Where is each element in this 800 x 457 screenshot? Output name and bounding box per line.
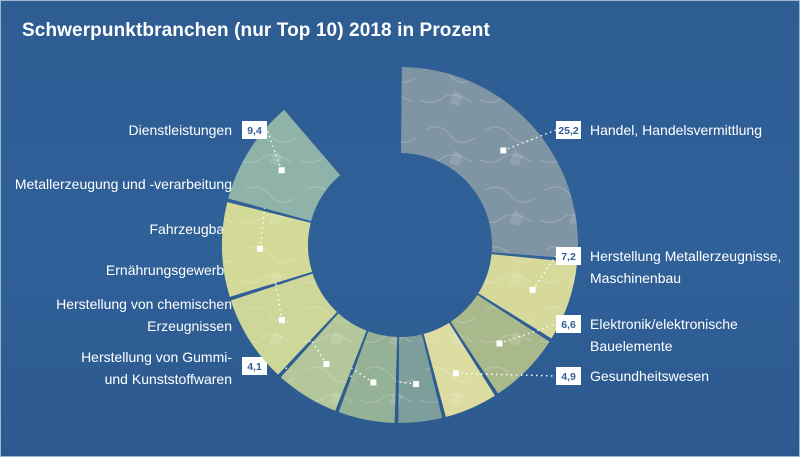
value-box — [556, 367, 581, 385]
data-label: 4,1 — [247, 361, 262, 373]
category-label: Maschinenbau — [590, 270, 681, 286]
data-label: 25,2 — [558, 125, 579, 137]
donut-slice-texture — [230, 273, 337, 375]
category-label: Metallerzeugung und -verarbeitung — [15, 176, 232, 192]
category-label: Elektronik/elektronische — [590, 316, 738, 332]
donut-slice-texture — [228, 109, 341, 221]
category-label: und Kunststoffwaren — [105, 371, 232, 387]
data-label: 7,2 — [561, 251, 576, 263]
category-label: Erzeugnissen — [147, 318, 232, 334]
leader-line — [266, 129, 283, 171]
category-label: Bauelemente — [590, 338, 673, 354]
category-label: Fahrzeugbau — [149, 221, 232, 237]
category-label: Ernährungsgewerbe — [106, 262, 232, 278]
donut-slice-texture — [423, 322, 495, 417]
data-label: 6,6 — [561, 319, 576, 331]
value-box — [242, 121, 267, 139]
value-box — [556, 315, 581, 333]
donut-slice-texture — [221, 202, 312, 297]
value-box — [242, 357, 267, 375]
leader-line — [259, 183, 268, 249]
donut-slice-texture — [478, 254, 578, 339]
donut-slice-texture — [398, 334, 443, 423]
donut-slice-texture — [400, 67, 578, 259]
leader-line — [455, 372, 557, 377]
category-label: Herstellung von Gummi- — [81, 349, 232, 365]
leader-line — [532, 255, 557, 291]
category-label: Dienstleistungen — [128, 122, 232, 138]
donut-slice-texture — [338, 331, 398, 423]
category-label: Handel, Handelsvermittlung — [590, 122, 762, 138]
category-label: Herstellung von chemischen — [56, 296, 232, 312]
chart-title: Schwerpunktbranchen (nur Top 10) 2018 in… — [22, 20, 490, 41]
category-label: Herstellung Metallerzeugnisse, — [590, 248, 781, 264]
value-box — [556, 247, 581, 265]
data-label: 4,9 — [561, 371, 576, 383]
value-box — [556, 121, 581, 139]
data-label: 9,4 — [247, 125, 262, 137]
category-label: Gesundheitswesen — [590, 368, 709, 384]
